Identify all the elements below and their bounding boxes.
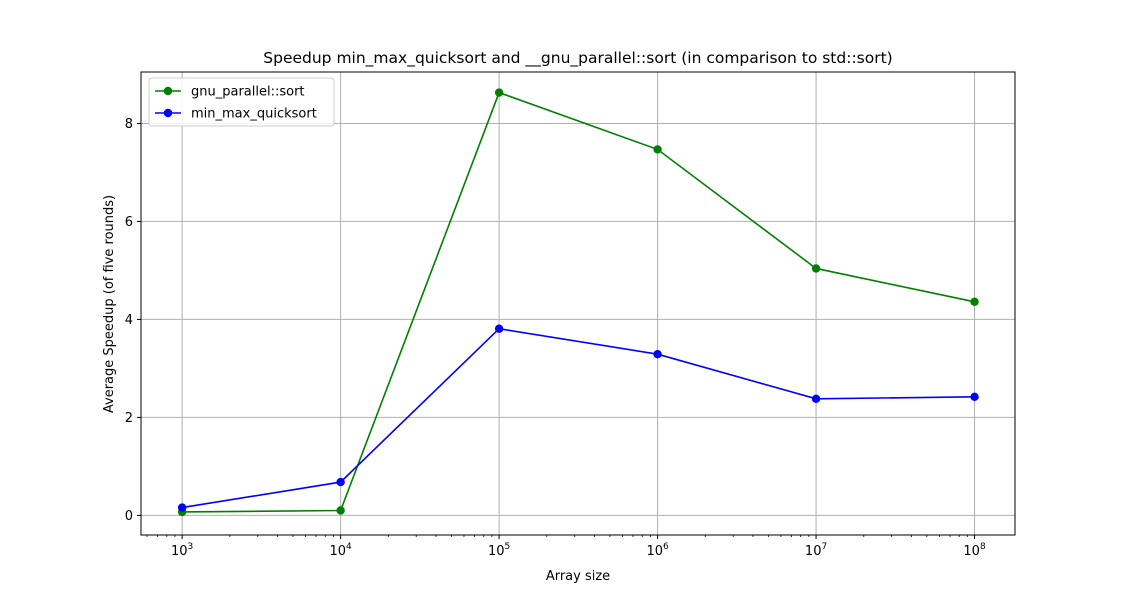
x-tick-base: 10	[963, 544, 980, 559]
data-point	[494, 88, 504, 97]
plot-frame	[140, 71, 1016, 536]
x-tick-base: 10	[646, 544, 663, 559]
grid	[141, 72, 1015, 535]
series-line	[182, 91, 975, 513]
legend-label: gnu_parallel::sort	[191, 85, 305, 100]
x-tick-base: 10	[805, 544, 822, 559]
x-tick-label: 103	[171, 542, 193, 559]
data-point	[811, 264, 821, 273]
y-tick-label: 0	[125, 509, 133, 524]
x-tick-exponent: 3	[188, 542, 194, 552]
x-axis-ticks: 103 104 105 106 107 108	[146, 535, 986, 559]
chart-title: Speedup min_max_quicksort and __gnu_para…	[263, 49, 892, 68]
data-point	[494, 324, 504, 333]
x-tick-exponent: 5	[505, 542, 511, 552]
data-point	[336, 506, 345, 515]
x-tick-label: 107	[805, 542, 827, 559]
x-tick-exponent: 8	[980, 542, 986, 552]
data-point	[970, 392, 979, 402]
data-point	[177, 503, 187, 512]
x-tick-base: 10	[488, 544, 505, 559]
data-point	[653, 350, 662, 359]
y-axis-label: Average Speedup (of five rounds)	[102, 195, 117, 413]
data-point	[336, 477, 345, 487]
legend-marker	[163, 86, 173, 96]
x-tick-label: 105	[488, 542, 510, 559]
x-tick-exponent: 6	[663, 542, 669, 552]
series-line	[182, 327, 975, 509]
x-tick-exponent: 7	[821, 542, 827, 552]
y-tick-label: 2	[125, 411, 133, 426]
series-lines	[182, 91, 975, 513]
legend-marker	[163, 108, 173, 118]
series-markers	[177, 88, 979, 517]
x-axis-label: Array size	[546, 569, 610, 584]
x-tick-exponent: 4	[346, 542, 352, 552]
x-tick-base: 10	[329, 544, 346, 559]
y-tick-label: 8	[125, 117, 133, 132]
legend-box	[148, 77, 335, 127]
data-point	[811, 394, 821, 403]
data-point	[970, 297, 979, 306]
data-point	[653, 145, 662, 154]
legend-label: min_max_quicksort	[191, 107, 317, 122]
x-tick-label: 108	[963, 542, 986, 559]
x-tick-base: 10	[171, 544, 188, 559]
y-tick-label: 6	[125, 215, 133, 230]
x-tick-label: 106	[646, 542, 669, 559]
y-tick-label: 4	[125, 313, 133, 328]
y-axis-ticks: 0 2 4 6 8	[125, 117, 141, 524]
x-tick-label: 104	[329, 542, 352, 559]
